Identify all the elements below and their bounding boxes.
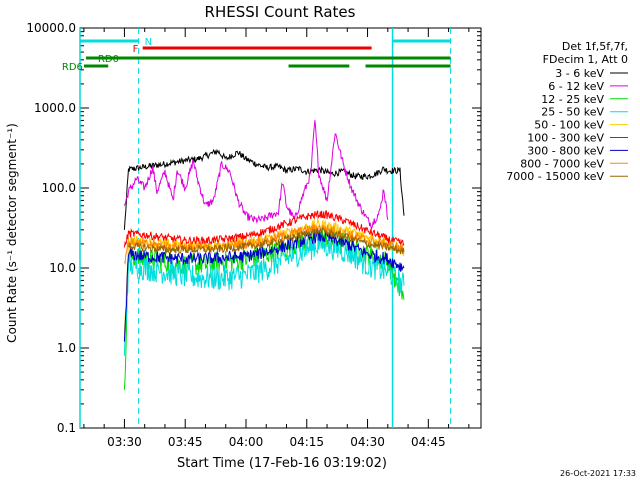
state-bar-label: F	[133, 44, 139, 55]
series-line-6-12-kev	[123, 120, 389, 230]
legend-label: 3 - 6 keV	[555, 67, 604, 80]
legend-label: 100 - 300 keV	[527, 132, 604, 145]
state-bar-label: RD0	[98, 54, 119, 65]
state-bar-label: N	[145, 37, 152, 48]
y-axis-label: Count Rate (s⁻¹ detector segment⁻¹)	[5, 123, 19, 343]
y-tick-label: 10000.0	[26, 21, 76, 35]
timestamp: 26-Oct-2021 17:33	[560, 469, 636, 478]
plot-area: 10000.0 1000.0 100.0 10.0 1.0 0.1 03:30 03:45 04…	[26, 21, 482, 449]
state-bar-label: RD6	[62, 62, 83, 73]
y-tick-label: 1000.0	[34, 101, 76, 115]
series-line-300-800-kev	[123, 230, 405, 342]
legend-label: 7000 - 15000 keV	[506, 170, 604, 183]
x-tick-label: 04:15	[289, 435, 324, 449]
series-line-25-50-kev	[123, 232, 405, 356]
legend-header: Det 1f,5f,7f,	[562, 40, 628, 53]
series-line-7000-15000-kev	[128, 226, 405, 255]
series-line-100-300-kev	[123, 210, 405, 248]
legend-label: 6 - 12 keV	[548, 80, 604, 93]
legend-label: 300 - 800 keV	[527, 144, 604, 157]
y-tick-label: 0.1	[57, 421, 76, 435]
y-tick-label: 100.0	[42, 181, 76, 195]
legend-label: 800 - 7000 keV	[520, 157, 604, 170]
legend-label: 25 - 50 keV	[541, 106, 604, 119]
x-tick-label: 04:45	[411, 435, 446, 449]
legend-label: 50 - 100 keV	[534, 119, 604, 132]
x-axis-label: Start Time (17-Feb-16 03:19:02)	[177, 456, 387, 471]
x-tick-label: 03:30	[107, 435, 142, 449]
x-tick-label: 04:30	[350, 435, 385, 449]
legend-header: FDecim 1, Att 0	[543, 53, 628, 66]
x-tick-label: 04:00	[229, 435, 264, 449]
series-line-3-6-kev	[123, 148, 405, 230]
x-tick-label: 03:45	[168, 435, 203, 449]
chart-title: RHESSI Count Rates	[205, 3, 356, 21]
y-tick-label: 10.0	[49, 261, 76, 275]
legend-label: 12 - 25 keV	[541, 93, 604, 106]
y-tick-label: 1.0	[57, 341, 76, 355]
